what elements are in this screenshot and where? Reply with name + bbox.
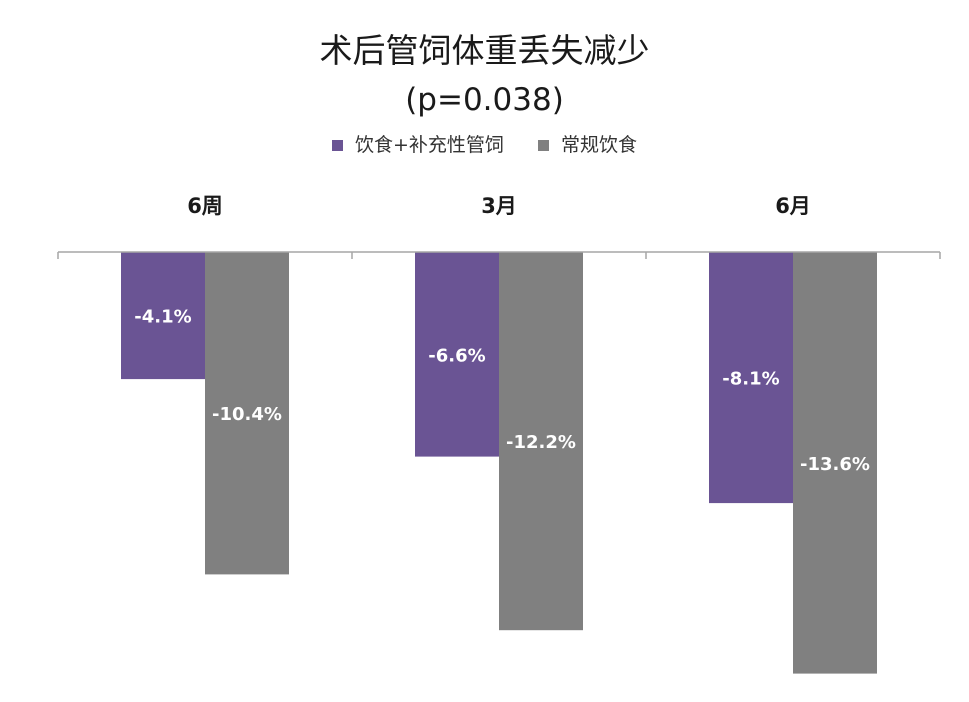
category-label-2: 6月 xyxy=(775,194,811,218)
legend-label-regular: 常规饮食 xyxy=(561,134,638,156)
chart-title: 术后管饲体重丢失减少 xyxy=(319,31,650,70)
category-label-0: 6周 xyxy=(187,194,223,218)
data-label-regular-2: -13.6% xyxy=(800,454,870,475)
category-label-1: 3月 xyxy=(481,194,517,218)
chart-legend: 饮食+补充性管饲 常规饮食 xyxy=(0,130,969,157)
data-label-regular-0: -10.4% xyxy=(212,404,282,425)
chart-subtitle: (p=0.038) xyxy=(405,82,564,118)
legend-item-regular: 常规饮食 xyxy=(537,130,638,157)
bar-regular-1 xyxy=(499,252,583,631)
bar-supplement-0 xyxy=(121,252,205,380)
data-label-supplement-2: -8.1% xyxy=(722,369,779,390)
bar-supplement-1 xyxy=(415,252,499,457)
data-label-regular-1: -12.2% xyxy=(506,432,576,453)
legend-swatch-supplement xyxy=(331,140,343,151)
bar-supplement-2 xyxy=(709,252,793,504)
data-label-supplement-0: -4.1% xyxy=(134,307,191,328)
bar-regular-2 xyxy=(793,252,877,674)
legend-label-supplement: 饮食+补充性管饲 xyxy=(355,134,504,156)
bar-regular-0 xyxy=(205,252,289,575)
data-label-supplement-1: -6.6% xyxy=(428,345,485,366)
legend-swatch-regular xyxy=(537,140,549,151)
legend-item-supplement: 饮食+补充性管饲 xyxy=(331,130,504,157)
